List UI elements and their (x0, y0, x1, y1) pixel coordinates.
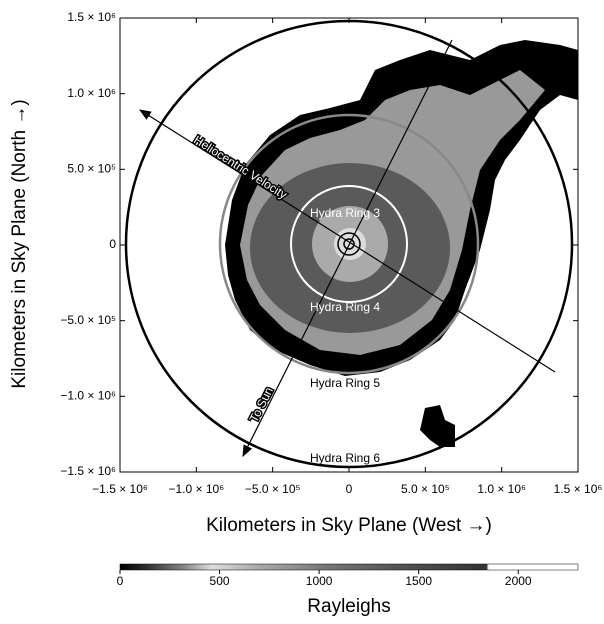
x-tick-label: 1.0 × 10⁶ (477, 482, 526, 496)
x-tick-label: 5.0 × 10⁵ (401, 482, 450, 496)
annotation: Hydra Ring 5 (310, 376, 380, 390)
chart: Kilometers in Sky Plane (West →) Kilomet… (0, 0, 604, 619)
y-tick-label: 1.5 × 10⁶ (67, 10, 116, 24)
x-tick-label: −1.5 × 10⁶ (92, 482, 148, 496)
colorbar-label: Rayleighs (307, 596, 390, 617)
annotation: Hydra Ring 4 (310, 300, 380, 314)
annotation: Hydra Ring 6 (310, 451, 380, 465)
y-axis-label: Kilometers in Sky Plane (North →) (9, 99, 30, 388)
x-tick-label: 1.5 × 10⁶ (554, 482, 603, 496)
annotation: To Sun (247, 385, 276, 425)
colorbar-tick-label: 1000 (306, 574, 333, 588)
y-tick-label: 1.0 × 10⁶ (67, 86, 116, 100)
y-tick-label: −1.5 × 10⁶ (60, 464, 116, 478)
colorbar-tick-label: 500 (210, 574, 230, 588)
y-tick-label: 5.0 × 10⁵ (67, 162, 116, 176)
x-tick-label: −1.0 × 10⁶ (169, 482, 225, 496)
annotation: Hydra Ring 3 (310, 206, 380, 220)
y-tick-label: −5.0 × 10⁵ (60, 313, 116, 327)
colorbar-tick-label: 0 (117, 574, 124, 588)
y-tick-label: 0 (109, 237, 116, 251)
x-axis-label: Kilometers in Sky Plane (West →) (206, 515, 492, 536)
y-tick-label: −1.0 × 10⁶ (60, 389, 116, 403)
x-tick-label: 0 (346, 482, 353, 496)
x-tick-label: −5.0 × 10⁵ (245, 482, 301, 496)
colorbar-tick-label: 2000 (505, 574, 532, 588)
colorbar (120, 564, 578, 570)
colorbar-tick-label: 1500 (405, 574, 432, 588)
blob (420, 405, 455, 447)
